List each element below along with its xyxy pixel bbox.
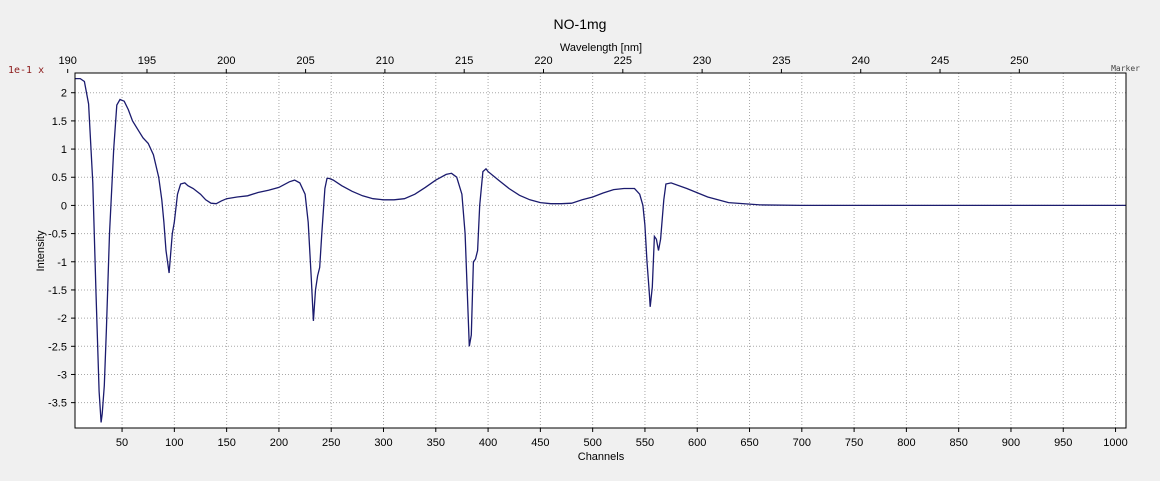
x2-axis-ticks: 190 195 200 205 210 215 220 225 230 235 240 245 250 bbox=[58, 55, 1029, 73]
y-tick-label: -1 bbox=[57, 257, 67, 269]
y-tick-label: 1 bbox=[61, 144, 67, 156]
y-axis-label: Intensity bbox=[35, 230, 47, 271]
x-tick-label: 900 bbox=[1002, 437, 1020, 449]
x-tick-label: 650 bbox=[740, 437, 758, 449]
x2-tick-label: 235 bbox=[772, 55, 790, 67]
x2-tick-label: 250 bbox=[1010, 55, 1028, 67]
x2-tick-label: 245 bbox=[931, 55, 949, 67]
y-tick-label: -2 bbox=[57, 313, 67, 325]
grid-lines bbox=[75, 73, 1126, 428]
series-line bbox=[75, 77, 1126, 423]
x2-tick-label: 220 bbox=[534, 55, 552, 67]
y-tick-label: -1.5 bbox=[48, 285, 67, 297]
x-tick-label: 1000 bbox=[1103, 437, 1127, 449]
x2-tick-label: 225 bbox=[614, 55, 632, 67]
y-tick-label: -3 bbox=[57, 369, 67, 381]
x2-tick-label: 205 bbox=[296, 55, 314, 67]
x-axis-label: Channels bbox=[578, 451, 625, 463]
x-tick-label: 600 bbox=[688, 437, 706, 449]
y-tick-label: -2.5 bbox=[48, 341, 67, 353]
y-tick-label: 1.5 bbox=[52, 116, 67, 128]
x-tick-label: 50 bbox=[116, 437, 128, 449]
marker-label: Marker bbox=[1111, 64, 1140, 73]
x2-tick-label: 195 bbox=[138, 55, 156, 67]
x-tick-label: 100 bbox=[165, 437, 183, 449]
plot-area[interactable] bbox=[75, 73, 1126, 428]
x-tick-label: 500 bbox=[583, 437, 601, 449]
y-tick-label: -3.5 bbox=[48, 398, 67, 410]
plot-frame bbox=[74, 72, 1127, 429]
x2-tick-label: 210 bbox=[376, 55, 394, 67]
x-tick-label: 350 bbox=[427, 437, 445, 449]
y-tick-label: 2 bbox=[61, 88, 67, 100]
x-axis-ticks: 50 100 150 200 250 300 350 400 450 500 550 600 650 70… bbox=[116, 428, 1128, 449]
y-tick-label: 0.5 bbox=[52, 172, 67, 184]
x2-tick-label: 215 bbox=[455, 55, 473, 67]
x2-tick-label: 200 bbox=[217, 55, 235, 67]
y-scale-label: 1e-1 x bbox=[8, 65, 44, 76]
x2-tick-label: 240 bbox=[852, 55, 870, 67]
x2-axis-label: Wavelength [nm] bbox=[560, 42, 642, 54]
chart-title: NO-1mg bbox=[554, 16, 607, 32]
x-tick-label: 300 bbox=[374, 437, 392, 449]
x-tick-label: 750 bbox=[845, 437, 863, 449]
x-tick-label: 850 bbox=[949, 437, 967, 449]
x-tick-label: 150 bbox=[217, 437, 235, 449]
x-tick-label: 550 bbox=[636, 437, 654, 449]
x-tick-label: 200 bbox=[270, 437, 288, 449]
x-tick-label: 250 bbox=[322, 437, 340, 449]
x-tick-label: 800 bbox=[897, 437, 915, 449]
x2-tick-label: 190 bbox=[58, 55, 76, 67]
x-tick-label: 450 bbox=[531, 437, 549, 449]
y-tick-label: 0 bbox=[61, 200, 67, 212]
y-tick-label: -0.5 bbox=[48, 229, 67, 241]
x2-tick-label: 230 bbox=[693, 55, 711, 67]
x-tick-label: 700 bbox=[793, 437, 811, 449]
x-tick-label: 400 bbox=[479, 437, 497, 449]
x-tick-label: 950 bbox=[1054, 437, 1072, 449]
y-axis-ticks: 2 1.5 1 0.5 0 -0.5 -1 -1.5 -2 -2.5 -3 -3.5 bbox=[48, 88, 75, 410]
